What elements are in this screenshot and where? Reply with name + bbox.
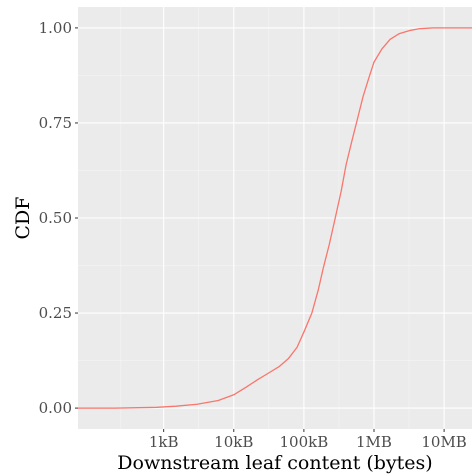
x-tick-label: 10MB xyxy=(421,433,466,451)
cdf-series-line-0 xyxy=(78,27,472,409)
y-tick-label: 0.00 xyxy=(39,399,72,417)
x-tick-label: 100kB xyxy=(280,433,329,451)
x-tick-label: 1kB xyxy=(149,433,179,451)
y-tick-label: 0.50 xyxy=(39,209,72,227)
y-tick-label: 1.00 xyxy=(39,19,72,37)
x-axis-title: Downstream leaf content (bytes) xyxy=(117,452,432,474)
y-tick-label: 0.75 xyxy=(39,114,72,132)
y-axis: 0.00 0.25 0.50 0.75 1.00 xyxy=(39,19,78,417)
x-tick-label: 1MB xyxy=(356,433,392,451)
x-tick-label: 10kB xyxy=(214,433,253,451)
y-axis-title: CDF xyxy=(12,197,34,240)
x-axis: 1kB 10kB 100kB 1MB 10MB xyxy=(149,429,467,451)
major-gridlines xyxy=(78,7,472,429)
y-tick-label: 0.25 xyxy=(39,304,72,322)
series-layer xyxy=(78,27,472,409)
